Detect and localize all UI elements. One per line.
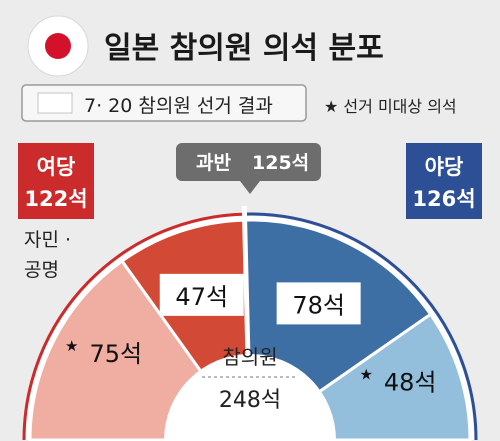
japan-flag-icon xyxy=(27,15,89,77)
majority-box xyxy=(176,143,321,181)
ruling-parties-line2: 공명 xyxy=(24,259,59,281)
majority-value: 125석 xyxy=(252,152,309,174)
legend-swatch xyxy=(37,92,73,114)
ruling-total: 122석 xyxy=(24,187,87,211)
opposition-total: 126석 xyxy=(412,187,475,211)
opposition-badge xyxy=(406,143,482,219)
star-icon: ★ xyxy=(65,337,78,355)
page-title: 일본 참의원 의석 분포 xyxy=(104,31,384,66)
chart-hub: 참의원 248석 xyxy=(164,345,336,440)
ruling-parties-line1: 자민 · xyxy=(24,229,71,251)
majority-label: 과반 xyxy=(196,152,231,174)
ruling-badge xyxy=(18,143,94,219)
ruling-name: 여당 xyxy=(37,155,76,179)
data-label: 47석 xyxy=(175,283,228,311)
center-label: 참의원 xyxy=(222,345,277,369)
data-label-box xyxy=(159,273,244,316)
data-label: 78석 xyxy=(292,291,345,319)
legend-box xyxy=(21,84,307,122)
opposition-outer-arc xyxy=(244,212,478,441)
chart-outer-arcs xyxy=(22,212,478,441)
opposition-name: 야당 xyxy=(425,155,464,179)
star-icon: ★ xyxy=(359,365,372,383)
ruling-outer-arc xyxy=(22,212,245,441)
chart-labels: ★ 75석 47석 78석 ★ 48석 xyxy=(65,273,437,396)
legend-election-label: 7· 20 참의원 선거 결과 xyxy=(84,95,273,117)
legend-uncontested-label: ★ 선거 미대상 의석 xyxy=(324,97,457,116)
majority-pointer xyxy=(240,181,260,194)
data-label-box xyxy=(276,282,361,325)
center-total: 248석 xyxy=(219,388,281,413)
data-label: 48석 xyxy=(384,368,437,396)
data-label: 75석 xyxy=(89,340,142,368)
center-hub xyxy=(164,354,336,440)
